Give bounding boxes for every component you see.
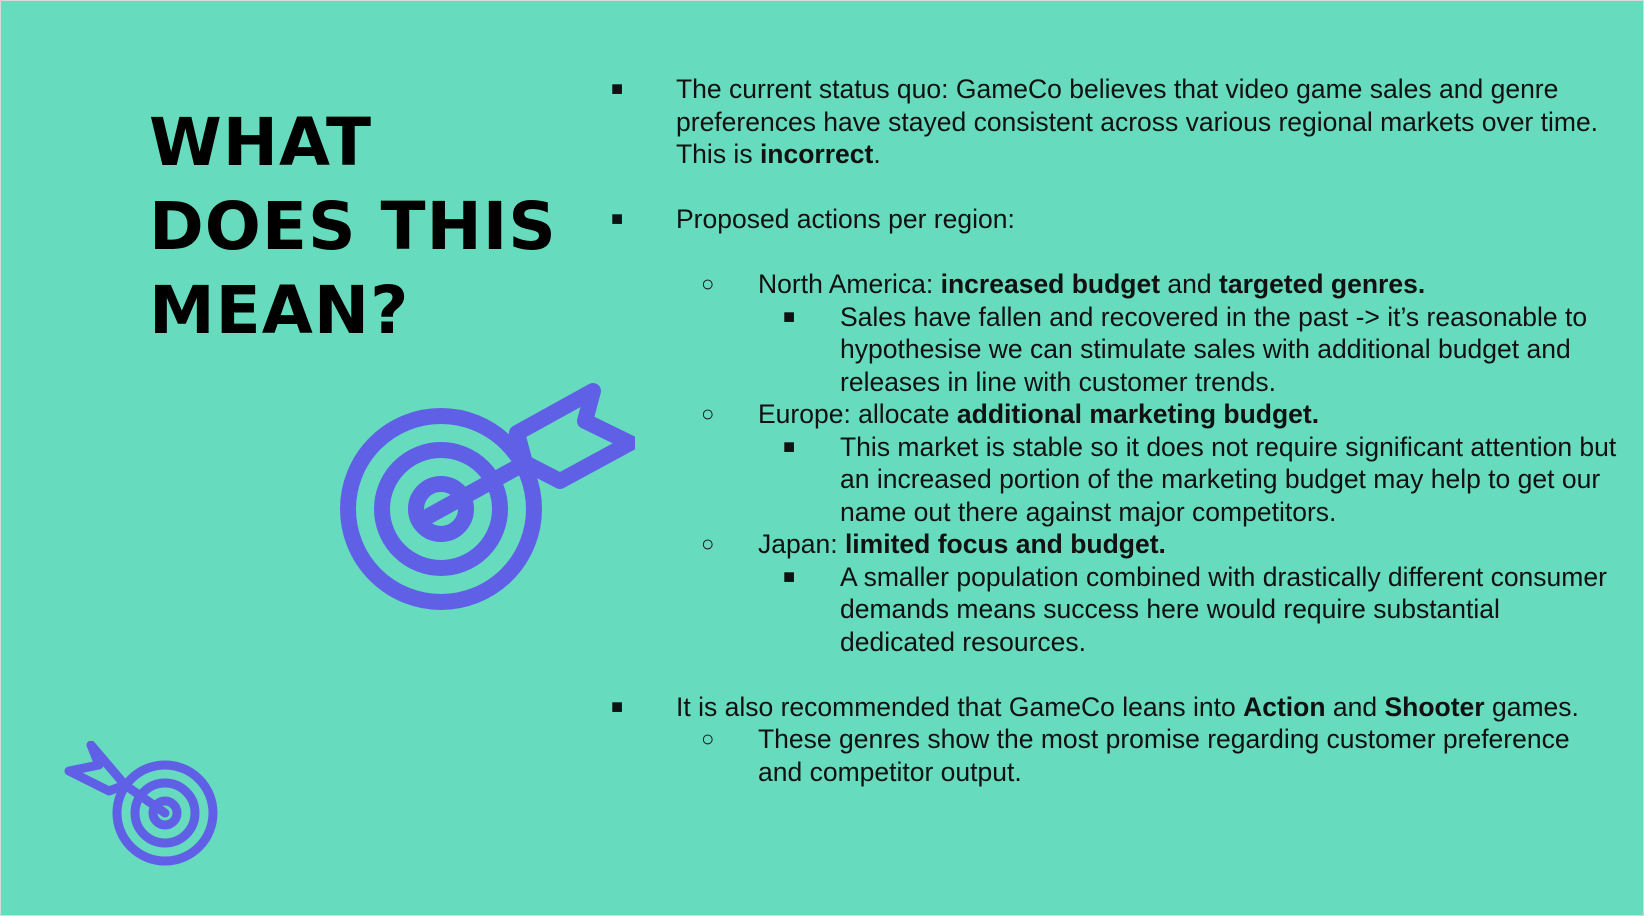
bullet-text: and — [1325, 691, 1385, 722]
square-bullet-icon: ■ — [611, 695, 624, 718]
title-line-1: WHAT — [149, 104, 373, 181]
bullet-bold-text: targeted genres. — [1219, 269, 1426, 299]
target-arrow-icon — [64, 741, 218, 866]
title-line-2: DOES THIS — [149, 188, 557, 265]
bullet-text: games. — [1484, 691, 1579, 722]
list-item-europe: ○ Europe: allocate additional marketing … — [611, 398, 1621, 431]
bullet-text: Sales have fallen and recovered in the p… — [840, 301, 1588, 397]
bullet-bold-text: additional marketing budget. — [956, 399, 1320, 429]
bullet-bold-text: limited focus and budget. — [844, 529, 1166, 559]
circle-bullet-icon: ○ — [701, 271, 715, 296]
list-item-japan: ○ Japan: limited focus and budget. — [611, 528, 1621, 561]
list-item-north-america: ○ North America: increased budget and ta… — [611, 268, 1621, 301]
list-item-recommendation-detail: ○ These genres show the most promise reg… — [611, 723, 1621, 788]
bullet-text: A smaller population combined with drast… — [840, 561, 1607, 657]
title-line-3: MEAN? — [149, 272, 410, 349]
bullet-text: and — [1160, 269, 1219, 299]
circle-bullet-icon: ○ — [701, 726, 715, 751]
list-item-japan-detail: ■ A smaller population combined with dra… — [611, 561, 1621, 659]
bullet-text: It is also recommended that GameCo leans… — [676, 691, 1244, 722]
bullet-text: Proposed actions per region: — [676, 204, 1015, 234]
slide-title: WHAT DOES THIS MEAN? — [149, 101, 589, 353]
circle-bullet-icon: ○ — [701, 531, 715, 556]
list-item-north-america-detail: ■ Sales have fallen and recovered in the… — [611, 301, 1621, 399]
bullet-text: . — [873, 139, 881, 169]
list-item-status-quo: ■ The current status quo: GameCo believe… — [611, 73, 1621, 171]
bullet-bold-text: incorrect — [759, 139, 874, 169]
bullet-bold-text: Shooter — [1384, 691, 1485, 722]
square-bullet-icon: ■ — [783, 435, 796, 458]
square-bullet-icon: ■ — [611, 208, 624, 230]
bullet-bold-text: Action — [1243, 691, 1326, 722]
square-bullet-icon: ■ — [783, 565, 796, 588]
bullet-text: North America: — [758, 269, 941, 299]
list-item-europe-detail: ■ This market is stable so it does not r… — [611, 431, 1621, 529]
target-arrow-icon — [340, 383, 635, 610]
bullet-bold-text: increased budget — [940, 269, 1161, 299]
bullet-text: Europe: allocate — [758, 399, 957, 429]
list-item-proposed-actions: ■ Proposed actions per region: — [611, 203, 1621, 236]
square-bullet-icon: ■ — [611, 78, 624, 100]
circle-bullet-icon: ○ — [701, 401, 715, 426]
bullet-text: These genres show the most promise regar… — [758, 724, 1570, 787]
bullet-text: The current status quo: GameCo believes … — [676, 74, 1599, 169]
bullet-text: This market is stable so it does not req… — [840, 431, 1617, 527]
bullet-list: ■ The current status quo: GameCo believe… — [611, 73, 1621, 788]
list-item-recommendation: ■ It is also recommended that GameCo lea… — [611, 691, 1621, 724]
square-bullet-icon: ■ — [783, 305, 796, 328]
bullet-text: Japan: — [758, 529, 845, 559]
